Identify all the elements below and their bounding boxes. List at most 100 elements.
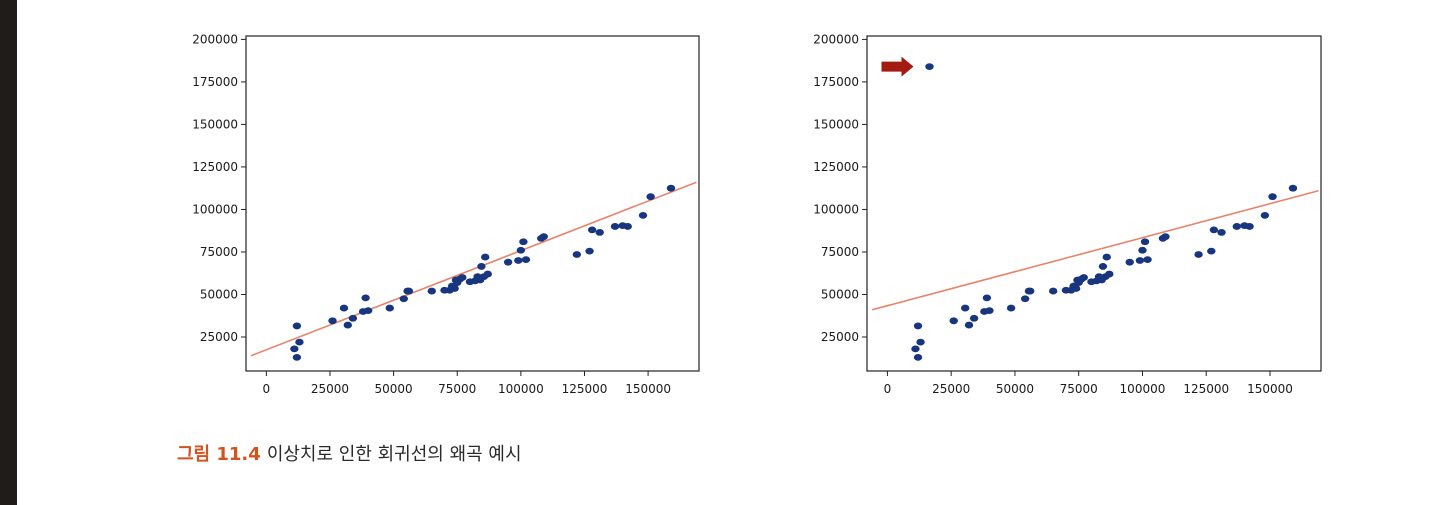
left-data-point xyxy=(385,304,394,312)
right-regression-line xyxy=(871,189,1319,311)
right-data-point xyxy=(1288,184,1298,192)
right-data-point xyxy=(1020,295,1030,303)
scatter-plot-right: 25000 50000 75000 100000 125000 150000 175000 2… xyxy=(813,32,1322,396)
left-data-point xyxy=(539,233,548,241)
left-ytick-label: 25000 xyxy=(200,330,238,344)
right-xtick-label: 125000 xyxy=(1183,382,1229,396)
right-xtick-label: 100000 xyxy=(1120,382,1166,396)
right-axes-frame xyxy=(866,35,1322,372)
left-data-point xyxy=(363,307,373,315)
right-data-point xyxy=(1207,247,1216,255)
left-data-point xyxy=(516,246,526,254)
left-data-point xyxy=(477,263,486,270)
right-data-point xyxy=(1194,251,1203,258)
right-data-point xyxy=(1135,257,1145,264)
left-data-point xyxy=(399,295,408,303)
right-ytick-label: 125000 xyxy=(813,160,859,174)
right-data-point xyxy=(1079,274,1088,281)
right-data-point xyxy=(1161,233,1170,241)
left-data-point xyxy=(503,258,513,266)
left-ytick-label: 175000 xyxy=(192,75,238,89)
left-data-point xyxy=(328,317,337,325)
scatter-plot-left: 25000 50000 75000 100000 125000 150000 175000 2… xyxy=(192,32,700,396)
left-data-point xyxy=(343,321,352,329)
left-data-point xyxy=(404,287,414,295)
right-data-point xyxy=(1105,270,1114,278)
left-data-point xyxy=(292,353,302,361)
right-data-point xyxy=(1138,246,1147,254)
left-data-point xyxy=(339,304,349,312)
left-axes-frame xyxy=(245,35,700,372)
right-data-point xyxy=(969,314,979,322)
left-xtick-label: 75000 xyxy=(438,382,476,396)
left-data-point xyxy=(638,212,648,219)
figure-number: 그림 11.4 xyxy=(177,444,261,465)
right-data-point xyxy=(1102,253,1111,261)
right-data-point xyxy=(916,338,925,346)
left-ytick-label: 75000 xyxy=(200,245,238,259)
figure-caption-text: 이상치로 인한 회귀선의 왜곡 예시 xyxy=(266,444,522,465)
right-ytick-label: 100000 xyxy=(813,202,859,216)
right-ytick-label: 150000 xyxy=(813,117,859,131)
right-data-point xyxy=(1268,193,1277,201)
right-data-point xyxy=(1140,238,1150,246)
right-data-point xyxy=(913,322,923,330)
right-data-point xyxy=(1260,212,1270,219)
right-xtick-label: 150000 xyxy=(1247,382,1293,396)
left-data-point xyxy=(427,287,436,295)
right-xtick-label: 75000 xyxy=(1060,382,1098,396)
left-data-point xyxy=(519,238,528,246)
left-xtick-label: 100000 xyxy=(498,382,544,396)
left-data-point xyxy=(290,345,299,353)
left-ytick-label: 200000 xyxy=(192,32,238,46)
right-data-point xyxy=(960,304,970,312)
right-data-point xyxy=(964,321,974,329)
left-data-point xyxy=(610,223,620,230)
right-data-point xyxy=(1245,223,1254,230)
left-xtick-label: 150000 xyxy=(625,382,671,396)
left-xtick-label: 25000 xyxy=(311,382,349,396)
right-xtick-label: 50000 xyxy=(996,382,1034,396)
left-data-point xyxy=(295,338,304,346)
left-ytick-label: 150000 xyxy=(192,117,238,131)
left-ytick-label: 50000 xyxy=(200,287,238,301)
figure-caption: 그림 11.4 이상치로 인한 회귀선의 왜곡 예시 xyxy=(177,440,522,466)
right-ytick-label: 75000 xyxy=(821,245,859,259)
left-data-point xyxy=(595,229,604,236)
right-data-point xyxy=(985,307,994,315)
right-xtick-label: 25000 xyxy=(932,382,970,396)
left-data-point xyxy=(521,256,531,264)
left-xtick-label: 50000 xyxy=(375,382,413,396)
right-ytick-label: 25000 xyxy=(821,330,859,344)
right-ytick-label: 50000 xyxy=(821,287,859,301)
left-data-point xyxy=(623,223,632,230)
right-data-point xyxy=(1232,223,1242,230)
left-data-point xyxy=(458,274,467,281)
left-xtick-label: 0 xyxy=(263,382,271,396)
left-ytick-label: 125000 xyxy=(192,160,238,174)
left-data-point xyxy=(585,247,594,255)
right-data-point xyxy=(1026,287,1035,295)
left-xtick-label: 125000 xyxy=(562,382,608,396)
right-data-point xyxy=(911,345,920,353)
left-ytick-label: 100000 xyxy=(192,202,238,216)
left-data-point xyxy=(666,184,676,192)
right-data-point xyxy=(1048,287,1058,295)
left-data-point xyxy=(481,253,490,261)
left-data-point xyxy=(572,251,582,258)
left-data-point xyxy=(292,322,302,330)
right-data-point xyxy=(982,294,992,302)
right-data-point xyxy=(1098,263,1108,270)
left-data-point xyxy=(514,257,523,264)
left-data-point xyxy=(348,314,358,322)
right-data-point xyxy=(1071,285,1081,292)
right-data-point xyxy=(1006,304,1016,312)
right-data-point xyxy=(1209,226,1219,234)
right-ytick-label: 175000 xyxy=(813,75,859,89)
right-data-point xyxy=(925,63,934,71)
right-data-point xyxy=(1143,256,1152,264)
right-data-point xyxy=(1125,258,1134,266)
left-border-bar xyxy=(0,0,17,505)
right-data-point xyxy=(913,353,923,361)
outlier-arrow-icon xyxy=(881,56,914,77)
